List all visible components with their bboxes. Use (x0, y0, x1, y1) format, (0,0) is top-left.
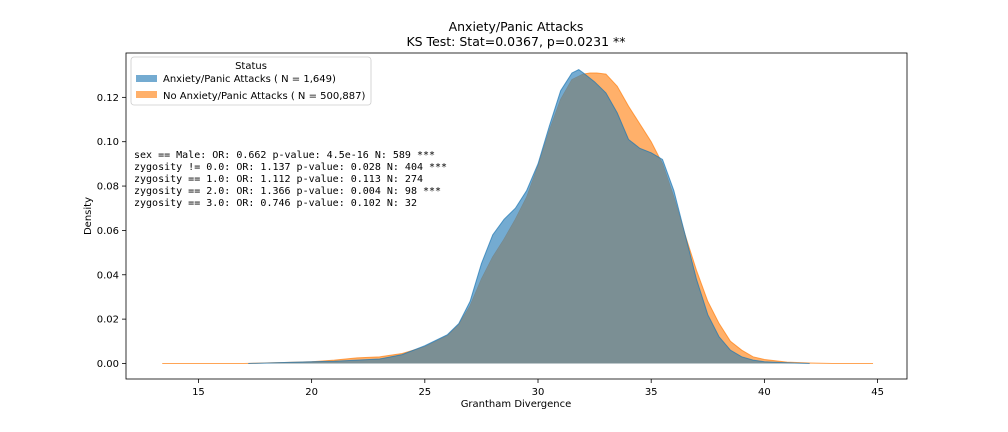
y-tick-label: 0.12 (97, 93, 119, 104)
annotation-line: zygosity == 3.0: OR: 0.746 p-value: 0.10… (134, 198, 417, 209)
x-tick-label: 25 (418, 387, 431, 398)
y-tick-label: 0.04 (97, 270, 119, 281)
legend: Status Anxiety/Panic Attacks ( N = 1,649… (130, 56, 372, 106)
legend-entry-anxiety: Anxiety/Panic Attacks ( N = 1,649) (163, 74, 336, 85)
annotation-line: sex == Male: OR: 0.662 p-value: 4.5e-16 … (134, 150, 435, 161)
y-tick-label: 0.06 (97, 226, 119, 237)
x-tick-label: 30 (532, 387, 545, 398)
series-overlap-area (248, 72, 810, 364)
y-axis-label: Density (83, 197, 94, 235)
chart-subtitle: KS Test: Stat=0.0367, p=0.0231 ** (406, 34, 625, 49)
legend-swatch-no-anxiety (136, 91, 157, 98)
x-tick-label: 40 (758, 387, 771, 398)
x-tick-label: 35 (645, 387, 658, 398)
y-tick-label: 0.02 (97, 315, 119, 326)
legend-entry-no-anxiety: No Anxiety/Panic Attacks ( N = 500,887) (163, 91, 365, 102)
annotation-line: zygosity == 2.0: OR: 1.366 p-value: 0.00… (134, 186, 441, 197)
x-axis-label: Grantham Divergence (461, 399, 572, 410)
y-tick-label: 0.00 (97, 359, 119, 370)
x-tick-label: 15 (192, 387, 205, 398)
x-tick-label: 20 (305, 387, 318, 398)
plot-area (162, 69, 874, 364)
y-tick-label: 0.08 (97, 182, 119, 193)
annotation-line: zygosity == 1.0: OR: 1.112 p-value: 0.11… (134, 174, 423, 185)
x-tick-label: 45 (871, 387, 884, 398)
x-axis-ticks: 15 20 25 30 35 40 45 (192, 379, 884, 398)
series-line-anxiety (248, 69, 810, 364)
legend-box (130, 56, 372, 106)
y-tick-label: 0.10 (97, 137, 119, 148)
legend-title: Status (235, 61, 267, 72)
annotation-block: sex == Male: OR: 0.662 p-value: 4.5e-16 … (134, 150, 447, 209)
chart-title: Anxiety/Panic Attacks (449, 19, 584, 34)
axes-frame (125, 52, 908, 380)
legend-swatch-anxiety (136, 75, 157, 82)
y-axis-ticks: 0.00 0.02 0.04 0.06 0.08 0.10 0.12 (97, 93, 126, 370)
annotation-line: zygosity != 0.0: OR: 1.137 p-value: 0.02… (134, 162, 447, 173)
